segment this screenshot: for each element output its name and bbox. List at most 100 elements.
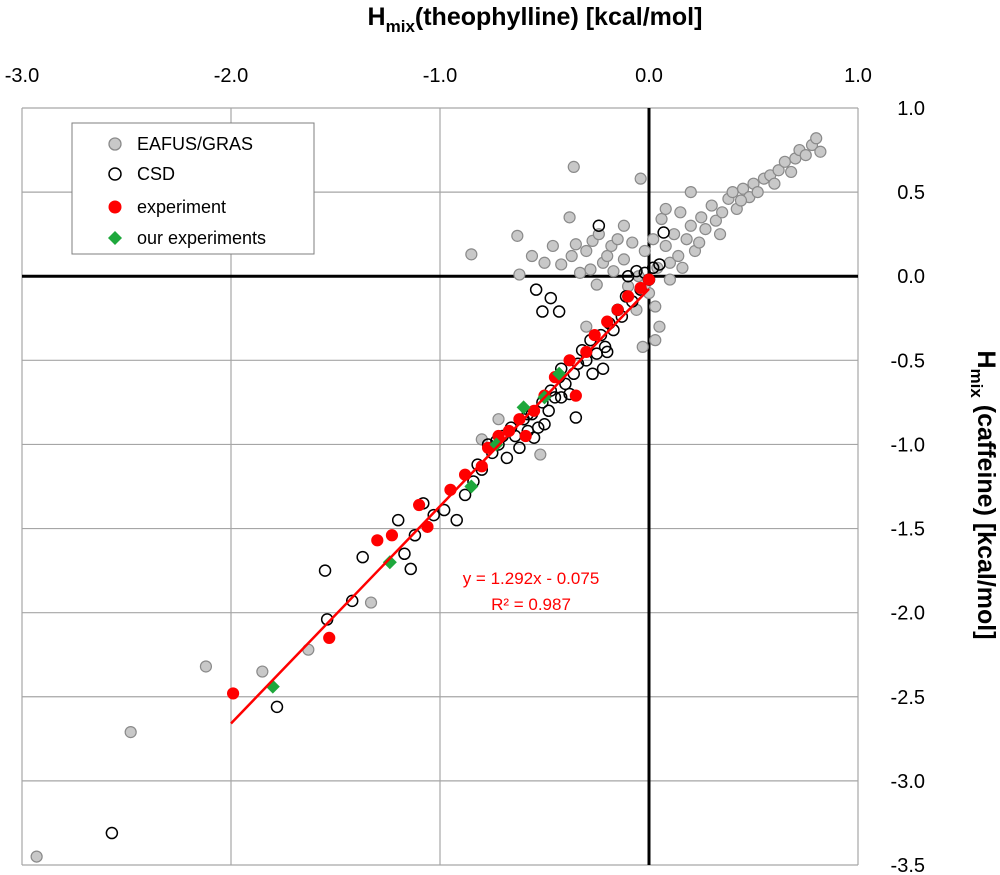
legend-marker-open-circle [108,167,122,181]
data-point-circle [659,202,672,216]
trendline [230,287,650,725]
data-point-open-circle [356,550,369,564]
legend: EAFUS/GRAS CSD experiment our experiment… [71,122,315,255]
data-point-circle [611,233,624,246]
data-point-circle [323,631,336,645]
data-point-diamond [516,400,531,415]
data-point-circle [638,244,651,258]
data-point-circle [649,334,662,347]
data-point-circle [768,177,781,190]
x-tick-label: 0.0 [635,65,663,87]
data-point-open-circle [554,391,568,404]
x-axis-title: Hmix(theophylline) [kcal/mol] [368,3,703,36]
data-point-circle [465,248,478,261]
data-point-open-circle [270,700,284,714]
data-point-circle [580,345,593,359]
data-point-circle [611,303,624,316]
data-point-circle [601,249,614,263]
data-point-circle [567,160,580,173]
data-point-circle [511,229,524,242]
data-point-circle [124,726,137,739]
data-point-circle [617,219,631,232]
data-point-circle [421,520,434,533]
x-tick-label: -1.0 [423,65,457,87]
data-point-open-circle [653,258,666,271]
data-point-circle [527,404,541,417]
data-point-open-circle [318,564,332,577]
data-point-circle [751,186,764,199]
x-tick-label: -3.0 [5,65,39,87]
data-point-circle [199,660,213,673]
data-point-circle [513,268,526,281]
data-point-circle [663,273,677,286]
y-tick-label: -3.0 [891,771,925,793]
legend-label: CSD [137,164,175,184]
data-point-circle [584,263,597,276]
y-tick-label: 0.5 [897,182,925,204]
y-tick-label: -1.5 [891,519,925,541]
data-point-circle [680,233,693,246]
data-point-circle [772,164,785,177]
trendline-r-squared: R² = 0.987 [491,595,571,614]
series-3 [265,366,567,694]
data-point-open-circle [513,441,526,455]
data-point-open-circle [552,305,566,318]
series-2 [226,273,656,700]
data-point-circle [525,249,539,263]
data-point-circle [226,687,240,700]
data-point-open-circle [646,261,660,275]
trendline-line [230,287,650,725]
data-point-open-circle [538,418,551,431]
data-point-circle [371,534,384,547]
data-point-circle [649,300,662,313]
data-point-open-circle [542,404,555,418]
y-tick-label: -1.0 [891,434,925,456]
data-point-circle [534,448,547,461]
legend-label: experiment [137,197,226,217]
data-point-open-circle [398,547,411,561]
data-point-open-circle [391,513,405,527]
data-point-circle [699,223,712,236]
data-point-circle [636,340,649,353]
data-point-circle [546,239,559,253]
data-point-circle [672,249,685,263]
data-point-circle [30,850,43,863]
data-point-circle [256,665,269,678]
data-point-diamond [489,437,504,452]
legend-item-experiment: experiment [108,197,226,217]
data-point-circle [413,498,426,512]
trendline-equation: y = 1.292x - 0.075 [463,569,600,588]
data-point-open-circle [529,283,543,296]
data-point-open-circle [596,362,610,375]
y-tick-label: 1.0 [897,98,925,120]
data-point-circle [810,132,823,145]
data-point-circle [634,281,647,295]
y-tick-label: -2.5 [891,687,925,709]
data-point-circle [569,238,582,251]
data-point-circle [592,228,605,241]
data-point-circle [475,460,488,473]
data-point-circle [695,211,708,224]
data-point-circle [713,228,727,241]
data-point-circle [626,236,639,249]
series-0 [30,132,827,863]
series-1 [105,219,670,840]
data-point-circle [588,329,601,342]
data-point-open-circle [427,508,440,522]
data-point-circle [563,211,576,224]
data-point-circle [655,212,668,226]
data-point-diamond [382,555,397,570]
data-point-circle [519,429,532,443]
data-point-circle [634,172,647,185]
data-point-circle [785,165,798,179]
data-point-circle [573,266,587,279]
legend-item-eafus: EAFUS/GRAS [108,134,253,154]
data-point-circle [580,244,593,258]
legend-item-csd: CSD [108,164,175,184]
data-point-open-circle [531,421,545,434]
data-point-open-circle [500,451,514,465]
data-point-circle [676,261,689,274]
legend-marker-red-circle [108,200,122,214]
data-point-circle [653,320,666,333]
data-point-circle [492,413,505,426]
